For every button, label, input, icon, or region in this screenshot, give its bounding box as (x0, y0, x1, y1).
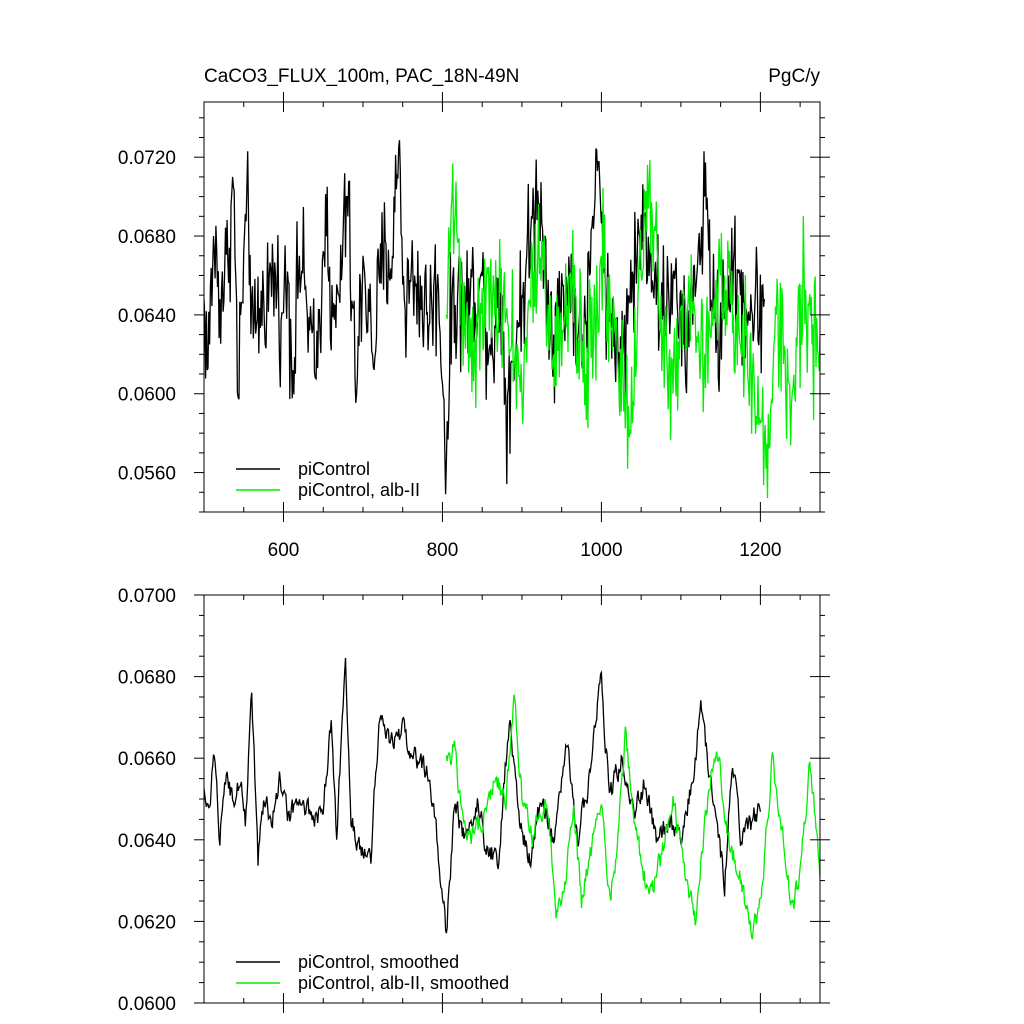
y-tick-label: 0.0600 (118, 994, 176, 1015)
top-plot-area: 600 800 1000 1200 0.0560 0.0600 0.0640 0.0680 0.… (118, 92, 830, 561)
top-legend: piControl piControl, alb-II (236, 459, 420, 500)
top-panel: 600 800 1000 1200 0.0560 0.0600 0.0640 0.0680 0.… (118, 92, 830, 561)
x-tick-label: 1000 (580, 540, 622, 561)
x-tick-label: 1200 (739, 540, 781, 561)
units-label: PgC/y (768, 66, 820, 87)
chart-title: CaCO3_FLUX_100m, PAC_18N-49N (204, 66, 519, 87)
series-line-picontrol-alb-ii-smoothed (445, 694, 820, 940)
x-tick-label: 800 (427, 540, 459, 561)
y-tick-label: 0.0660 (118, 749, 176, 770)
y-tick-label: 0.0640 (118, 831, 176, 852)
legend-label-alb-smoothed: piControl, alb-II, smoothed (298, 973, 509, 993)
bottom-plot-area: 0.0600 0.0620 0.0640 0.0660 0.0680 0.0700 (118, 585, 830, 1015)
y-tick-label: 0.0720 (118, 148, 176, 169)
legend-label-picontrol-smoothed: piControl, smoothed (298, 952, 459, 972)
legend-label-picontrol: piControl (298, 459, 370, 479)
y-tick-label: 0.0560 (118, 464, 176, 485)
series-line-picontrol-smoothed (204, 657, 762, 934)
y-tick-label: 0.0640 (118, 306, 176, 327)
y-tick-label: 0.0680 (118, 227, 176, 248)
y-tick-label: 0.0620 (118, 912, 176, 933)
y-tick-label: 0.0680 (118, 668, 176, 689)
plot-frame (203, 101, 821, 513)
bottom-panel: 0.0600 0.0620 0.0640 0.0660 0.0680 0.0700 piC… (118, 585, 830, 1015)
bottom-legend: piControl, smoothed piControl, alb-II, s… (236, 952, 509, 993)
x-tick-label: 600 (268, 540, 300, 561)
y-tick-label: 0.0700 (118, 586, 176, 607)
legend-label-alb: piControl, alb-II (298, 480, 420, 500)
series-line-picontrol-alb-ii (445, 160, 820, 499)
y-tick-label: 0.0600 (118, 385, 176, 406)
